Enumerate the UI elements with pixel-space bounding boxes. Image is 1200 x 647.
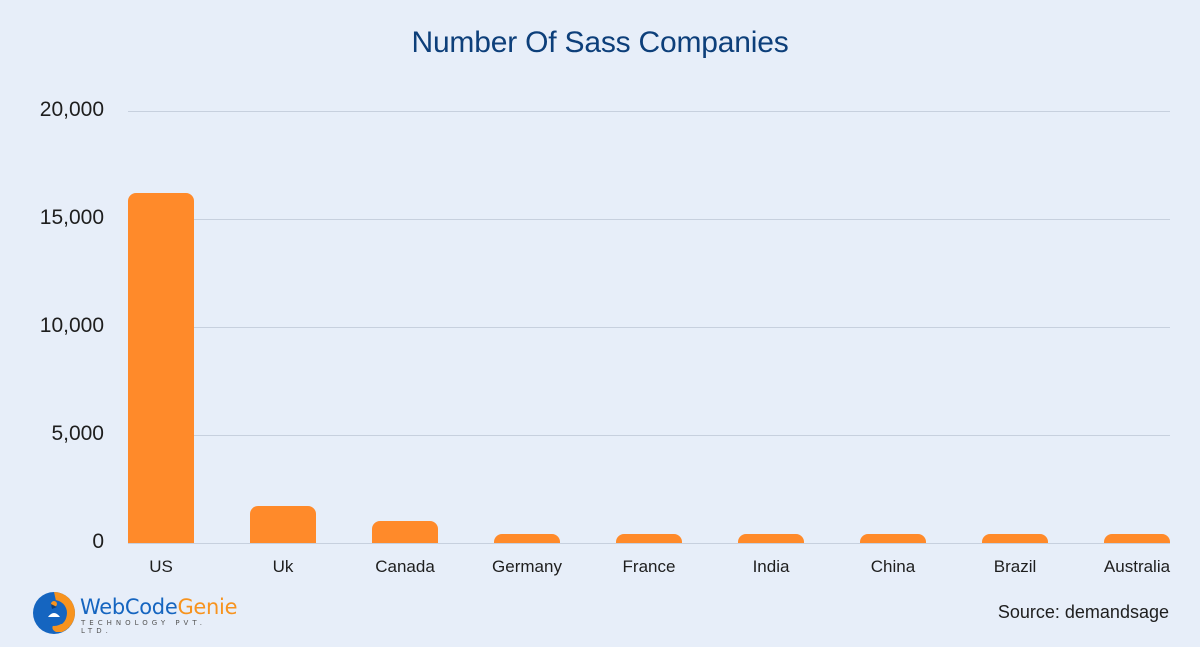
source-label: Source: <box>997 602 1060 622</box>
y-tick-label: 0 <box>92 530 104 553</box>
gridline <box>128 219 1170 220</box>
gridline <box>128 111 1170 112</box>
bar-brazil <box>982 534 1048 543</box>
y-tick-label: 15,000 <box>39 206 104 229</box>
bar-us <box>128 193 194 543</box>
bar-australia <box>1104 534 1170 543</box>
x-tick-label: Germany <box>492 557 562 576</box>
logo-text-genie: Genie <box>177 595 238 619</box>
bar-india <box>738 534 804 543</box>
bar-uk <box>250 506 316 543</box>
chart-title: Number Of Sass Companies <box>411 26 789 59</box>
logo-text-webcode: WebCode <box>80 595 178 619</box>
x-tick-label: China <box>870 557 916 576</box>
y-tick-label: 20,000 <box>39 98 104 121</box>
x-tick-label: US <box>149 557 173 576</box>
y-tick-label: 5,000 <box>51 422 104 445</box>
x-tick-label: Uk <box>272 557 294 576</box>
x-tick-label: France <box>622 557 676 576</box>
x-tick-label: India <box>752 557 790 576</box>
company-logo: WebCodeGenie TECHNOLOGY PVT. LTD. <box>32 591 242 635</box>
x-tick-label: Brazil <box>993 557 1037 576</box>
gridline <box>128 543 1170 544</box>
x-tick-label: Australia <box>1103 557 1171 576</box>
gridline <box>128 435 1170 436</box>
source-value: demandsage <box>1064 602 1169 622</box>
logo-wordmark: WebCodeGenie <box>80 595 238 619</box>
genie-logo-icon <box>33 592 75 634</box>
y-tick-label: 10,000 <box>39 314 104 337</box>
bar-germany <box>494 534 560 543</box>
gridline <box>128 327 1170 328</box>
logo-tagline: TECHNOLOGY PVT. LTD. <box>81 619 207 635</box>
source-note: Source: demandsage <box>998 602 1169 623</box>
plot-area <box>128 111 1170 544</box>
x-tick-label: Canada <box>375 557 435 576</box>
bar-france <box>616 534 682 543</box>
bar-canada <box>372 521 438 543</box>
bar-china <box>860 534 926 543</box>
